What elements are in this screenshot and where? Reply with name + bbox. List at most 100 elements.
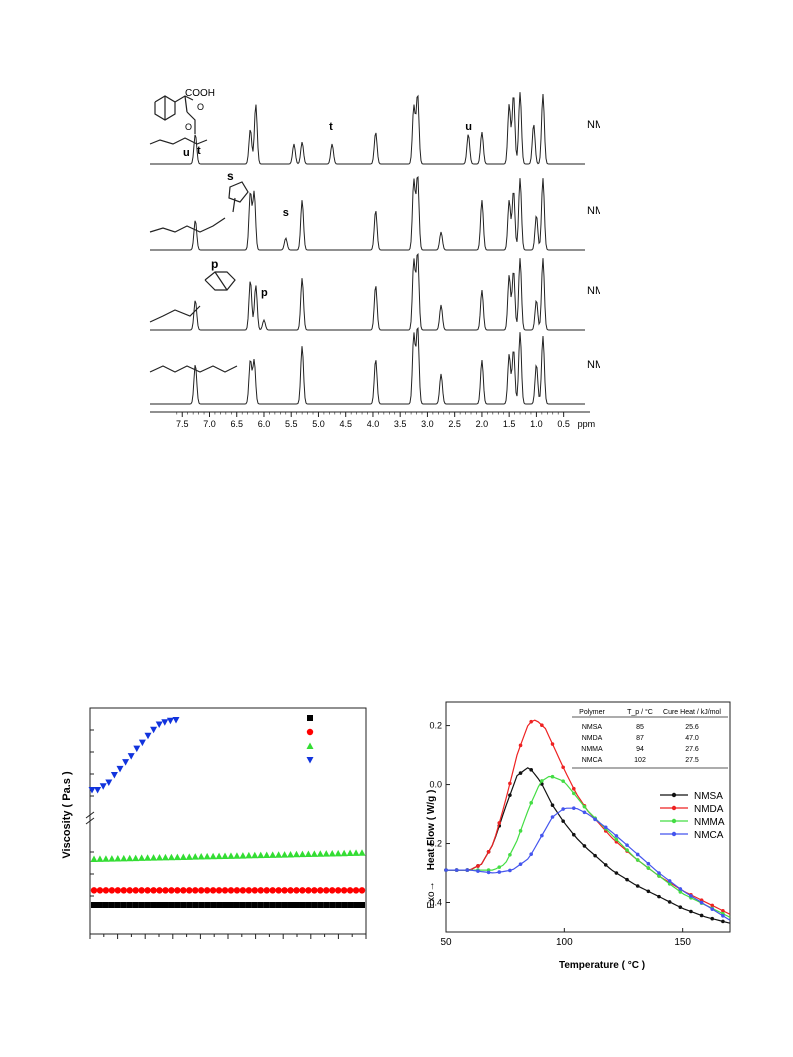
dsc-table-cell: NMDA <box>582 735 603 742</box>
nmr-axis-tick-label: 7.5 <box>176 419 189 429</box>
viscosity-series-2-point <box>269 851 277 858</box>
viscosity-series-0-point <box>341 902 348 908</box>
viscosity-series-2-point <box>257 851 265 859</box>
nmr-spectrum-label-nmca: NMCA <box>587 119 600 131</box>
viscosity-series-2-point <box>227 852 235 859</box>
viscosity-series-0-point <box>335 902 342 908</box>
viscosity-series-1-point <box>132 887 139 894</box>
dsc-legend-marker-nmda <box>671 805 677 811</box>
dsc-point-nmca <box>444 868 448 872</box>
dsc-point-nmma <box>572 791 576 796</box>
viscosity-series-1-point <box>150 887 157 894</box>
dsc-point-nmca <box>625 843 629 847</box>
viscosity-series-2-point <box>120 854 128 862</box>
dsc-point-nmca <box>497 870 502 874</box>
viscosity-axis-break <box>85 817 95 825</box>
dsc-point-nmca <box>550 815 555 819</box>
viscosity-series-1-point <box>144 887 151 894</box>
dsc-legend-marker-nmma <box>671 818 677 824</box>
viscosity-series-0-point <box>275 902 282 908</box>
dsc-point-nmca <box>667 879 672 883</box>
viscosity-series-2-point <box>102 855 110 862</box>
viscosity-series-1-point <box>138 887 145 894</box>
viscosity-series-2-point <box>156 854 164 861</box>
viscosity-series-1-point <box>186 887 193 894</box>
viscosity-series-3-point <box>161 719 169 726</box>
dsc-point-nmca <box>561 807 565 811</box>
viscosity-series-1-point <box>209 887 217 894</box>
nmr-figure: COOH O O u t s p NMCAutNMMAsNMDApNMSA 7.… <box>145 82 621 430</box>
dsc-table-background <box>572 705 728 769</box>
viscosity-legend-marker-3 <box>306 757 314 764</box>
viscosity-series-3-point <box>105 779 113 786</box>
viscosity-series-0-point <box>126 902 133 908</box>
viscosity-series-1-point <box>233 887 241 894</box>
dsc-point-nmma <box>518 829 523 833</box>
dsc-point-nmca <box>593 817 597 822</box>
dsc-legend-label-nmsa: NMSA <box>694 791 723 802</box>
dsc-point-nmda <box>486 849 491 854</box>
viscosity-series-2-point <box>167 853 175 861</box>
viscosity-series-1-point <box>96 887 104 894</box>
viscosity-series-0-point <box>216 902 223 908</box>
viscosity-series-0-point <box>162 902 169 908</box>
viscosity-legend-marker-2 <box>306 742 314 749</box>
viscosity-series-2-point <box>340 849 348 857</box>
dsc-point-nmma <box>678 890 683 894</box>
viscosity-series-3-point <box>133 745 141 753</box>
viscosity-series-1-point <box>120 887 127 894</box>
viscosity-series-3-point <box>144 732 152 740</box>
viscosity-series-0-point <box>210 902 217 908</box>
dsc-point-nmma <box>550 774 555 779</box>
dsc-point-nmda <box>529 719 533 724</box>
viscosity-series-1-point <box>334 887 342 894</box>
dsc-legend-label-nmma: NMMA <box>694 817 725 828</box>
viscosity-series-0-point <box>91 902 97 908</box>
viscosity-series-0-point <box>144 902 151 908</box>
nmr-axis-unit: ppm <box>578 419 596 429</box>
viscosity-series-1-point <box>352 887 360 894</box>
dsc-point-nmsa <box>635 884 640 888</box>
dsc-chart: Heat Flow ( W/g ) Exo→ Temperature ( °C … <box>420 700 740 975</box>
dsc-point-nmma <box>540 779 544 783</box>
viscosity-series-2-point <box>292 850 300 858</box>
nmr-spectrum-label-nmsa: NMSA <box>587 359 600 371</box>
dsc-frame <box>445 701 731 933</box>
viscosity-series-1-point <box>358 887 366 894</box>
nmsa-structure <box>149 365 238 373</box>
dsc-table-header: Polymer <box>579 709 605 716</box>
dsc-point-nmsa <box>550 803 555 808</box>
dsc-point-nmsa <box>508 793 512 797</box>
viscosity-series-2-point <box>108 855 116 862</box>
viscosity-series-0-point <box>233 902 240 908</box>
dsc-y-tick-label: -0.4 <box>426 898 442 908</box>
viscosity-series-0-point <box>329 902 336 908</box>
dsc-point-nmma <box>667 882 672 886</box>
viscosity-series-0-point <box>269 902 276 908</box>
viscosity-series-2-point <box>179 853 187 860</box>
viscosity-legend-marker-1 <box>306 728 314 736</box>
dsc-point-nmma <box>646 866 651 870</box>
viscosity-series-0-point <box>227 902 234 908</box>
viscosity-series-3-point <box>127 753 135 760</box>
viscosity-series-0-point <box>287 902 294 908</box>
dsc-point-nmsa <box>572 832 576 837</box>
viscosity-series-0-point <box>180 902 187 908</box>
viscosity-legend-marker-0 <box>307 715 313 721</box>
nmr-peak-label-p: p <box>261 287 268 299</box>
viscosity-series-0-point <box>150 902 157 908</box>
viscosity-series-2-point <box>310 850 318 857</box>
viscosity-series-0-point <box>198 902 205 908</box>
nmca-struct-t: t <box>197 145 201 157</box>
nmr-ppm-axis: 7.5 7.0 6.5 6.0 5.5 5.0 4.5 4.0 3.5 3.0 2.5 2.0 1.5 1… <box>150 411 596 429</box>
viscosity-series-2-point <box>275 851 283 858</box>
viscosity-series-1-point <box>162 887 169 894</box>
dsc-point-nmda <box>550 742 555 746</box>
viscosity-series-2-point <box>233 852 241 859</box>
viscosity-series-0-point <box>108 902 115 908</box>
viscosity-series-3-point <box>99 783 107 790</box>
viscosity-series-2-point <box>132 854 140 862</box>
viscosity-series-1-point <box>114 887 122 894</box>
dsc-point-nmda <box>561 765 565 770</box>
nmr-axis-tick-label: 5.0 <box>312 419 325 429</box>
